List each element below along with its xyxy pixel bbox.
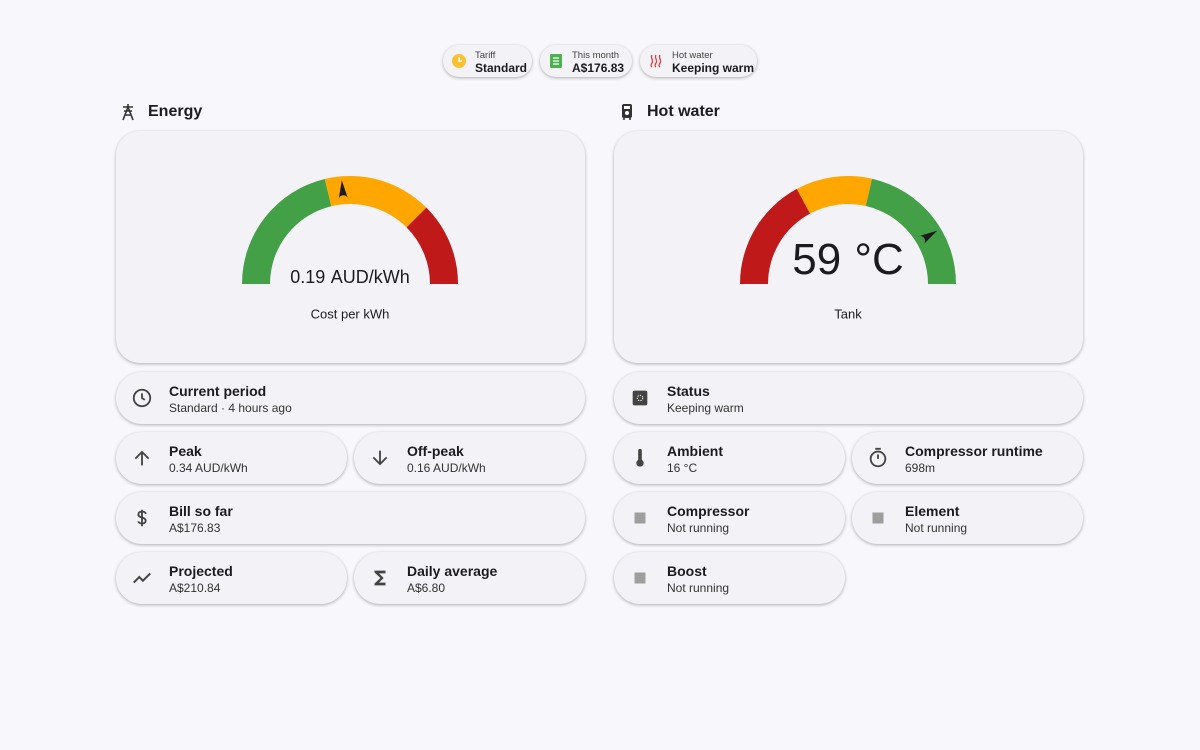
entity-tile[interactable]: Compressor Not running	[614, 492, 845, 544]
tile-name: Compressor runtime	[905, 443, 1043, 459]
icon	[650, 54, 662, 68]
icon	[550, 54, 562, 68]
gauge-segment	[242, 178, 332, 284]
icon	[634, 512, 646, 524]
icon	[132, 388, 152, 408]
unit: AUD/kWh	[331, 267, 410, 287]
icon	[134, 450, 150, 466]
icon	[869, 447, 887, 468]
tile-state: A$210.84	[169, 581, 221, 595]
value: 0.19	[290, 267, 325, 287]
chip[interactable]: Tariff Standard	[443, 45, 532, 77]
tile-name: Element	[905, 503, 960, 519]
gauge-segment	[796, 176, 873, 214]
tile-name: Bill so far	[169, 503, 233, 519]
icon	[137, 509, 147, 527]
tile-state: A$176.83	[169, 521, 221, 535]
chip-value: Keeping warm	[672, 61, 755, 75]
entity-tile[interactable]: Element Not running	[852, 492, 1083, 544]
tile-name: Current period	[169, 383, 267, 399]
heading-text: Energy	[148, 103, 203, 120]
chip[interactable]: Hot water Keeping warm	[640, 45, 757, 77]
icon	[632, 390, 648, 406]
tile-state: Keeping warm	[667, 401, 744, 415]
icon	[622, 104, 632, 120]
icon	[133, 572, 151, 584]
entity-tile[interactable]: Off-peak 0.16 AUD/kWh	[354, 432, 585, 484]
entity-tile[interactable]: Boost Not running	[614, 552, 845, 604]
entity-tile[interactable]: Daily average A$6.80	[354, 552, 585, 604]
gauge-needle	[338, 180, 349, 201]
icon	[374, 570, 386, 586]
icon	[634, 572, 646, 584]
chip[interactable]: This month A$176.83	[540, 45, 632, 77]
tile-state: Standard · 4 hours ago	[169, 401, 292, 415]
heading-text: Hot water	[647, 103, 720, 120]
gauge-segment	[324, 176, 427, 228]
tile-state: 698m	[905, 461, 936, 475]
gauge-card[interactable]: 0.19 AUD/kWh Cost per kWh	[116, 131, 585, 363]
entity-tile[interactable]: Peak 0.34 AUD/kWh	[116, 432, 347, 484]
gauge-name: Cost per kWh	[311, 306, 390, 321]
entity-tile[interactable]: Compressor runtime 698m	[852, 432, 1083, 484]
tile-state: Not running	[667, 581, 730, 595]
entity-tile[interactable]: Current period Standard · 4 hours ago	[116, 372, 585, 424]
tile-state: 16 °C	[667, 461, 698, 475]
gauge-card[interactable]: 59 °C Tank	[614, 131, 1083, 363]
tile-name: Peak	[169, 443, 202, 459]
icon	[872, 512, 884, 524]
unit: °C	[854, 235, 903, 284]
value: 59	[792, 235, 841, 284]
tile-state: Not running	[905, 521, 968, 535]
tile-name: Ambient	[667, 443, 723, 459]
entity-tile[interactable]: Bill so far A$176.83	[116, 492, 585, 544]
entity-tile[interactable]: Ambient 16 °C	[614, 432, 845, 484]
gauge: 59 °C Tank	[740, 176, 956, 321]
chip-value: Standard	[475, 61, 528, 75]
gauge-segment	[406, 207, 458, 284]
tile-state: 0.34 AUD/kWh	[169, 461, 248, 475]
entity-tile[interactable]: Projected A$210.84	[116, 552, 347, 604]
icon	[452, 54, 466, 68]
chip-label: Tariff	[475, 50, 496, 61]
icon	[636, 448, 644, 467]
tile-name: Off-peak	[407, 443, 464, 459]
tile-state: Not running	[667, 521, 730, 535]
tile-name: Projected	[169, 563, 233, 579]
tile-name: Compressor	[667, 503, 750, 519]
gauge-value: 59 °C	[792, 235, 904, 284]
icon	[122, 104, 134, 121]
entity-tile[interactable]: Status Keeping warm	[614, 372, 1083, 424]
gauge-value: 0.19 AUD/kWh	[290, 267, 409, 287]
gauge-needle	[917, 230, 938, 246]
chip-label: This month	[572, 50, 619, 61]
tile-name: Status	[667, 383, 710, 399]
tile-state: 0.16 AUD/kWh	[407, 461, 486, 475]
tile-state: A$6.80	[407, 581, 446, 595]
gauge: 0.19 AUD/kWh Cost per kWh	[242, 176, 458, 321]
chip-label: Hot water	[672, 50, 713, 61]
gauge-segment	[865, 178, 956, 284]
tile-name: Boost	[667, 563, 707, 579]
icon	[372, 450, 388, 466]
gauge-name: Tank	[834, 306, 862, 321]
tile-name: Daily average	[407, 563, 498, 579]
gauge-segment	[740, 188, 811, 284]
chip-value: A$176.83	[572, 61, 625, 75]
